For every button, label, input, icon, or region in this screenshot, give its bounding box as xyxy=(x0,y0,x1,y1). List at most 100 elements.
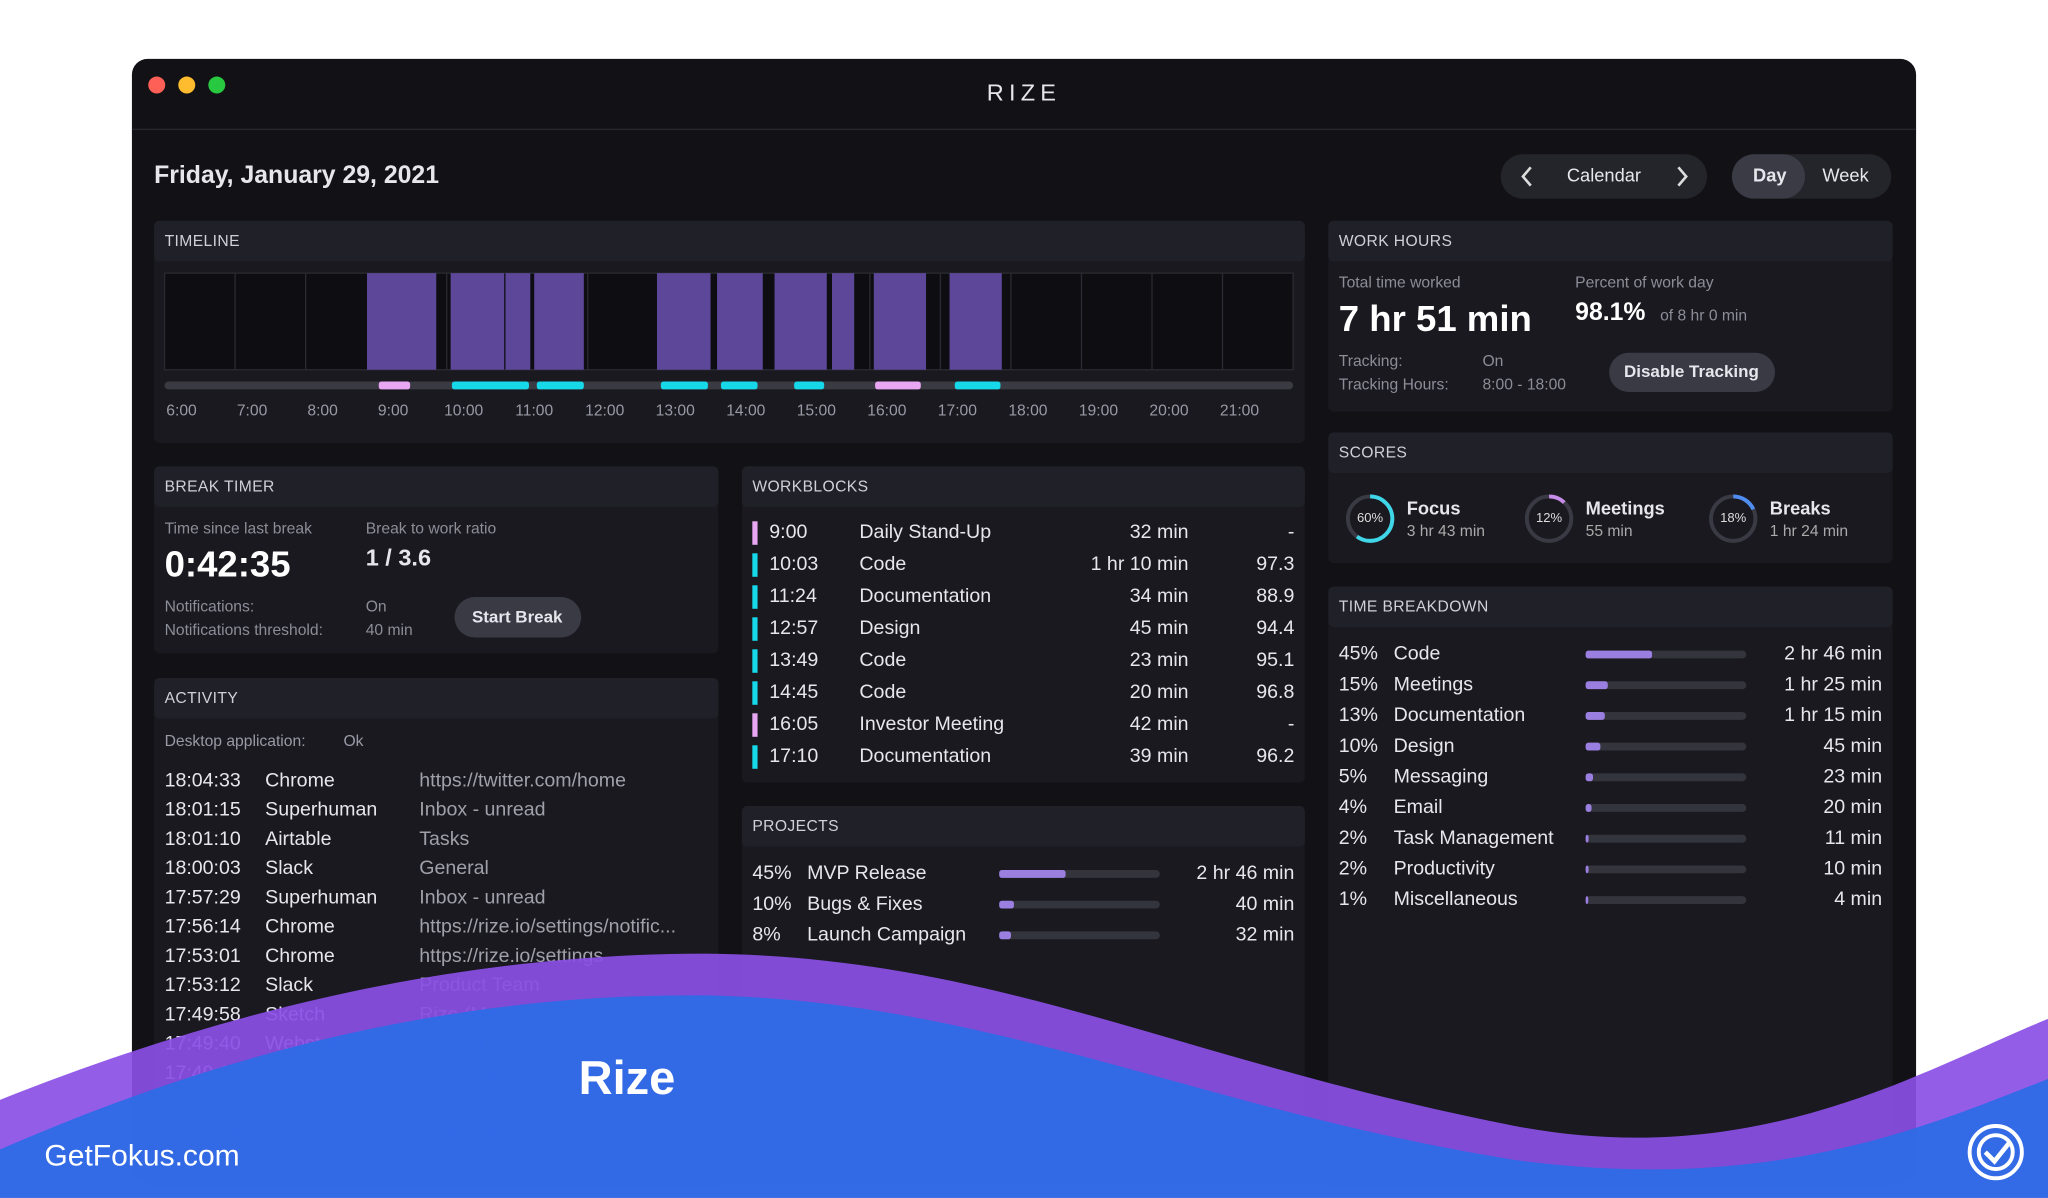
workblock-marker xyxy=(752,649,758,673)
activity-time: 18:01:10 xyxy=(165,828,241,850)
since-label: Time since last break xyxy=(165,520,313,537)
workblock-duration: 32 min xyxy=(1130,521,1189,543)
share-name: Bugs & Fixes xyxy=(807,893,923,915)
timeline-segment xyxy=(451,381,529,390)
start-break-button[interactable] xyxy=(454,597,582,638)
activity-title: ACTIVITY xyxy=(165,690,239,707)
timeline-hour: 10:00 xyxy=(444,403,483,420)
projects-title: PROJECTS xyxy=(752,818,839,835)
disable-tracking-button[interactable] xyxy=(1609,352,1776,392)
ratio-label: Break to work ratio xyxy=(366,520,497,537)
threshold-label: Notifications threshold: xyxy=(165,622,323,639)
timeline-header xyxy=(154,220,1305,262)
workblock-name: Documentation xyxy=(859,585,991,607)
activity-app: Superhuman xyxy=(265,799,377,821)
timeline-hour: 11:00 xyxy=(515,403,553,420)
share-track xyxy=(999,900,1160,909)
share-label: 1% xyxy=(1339,888,1367,910)
share-label: 4% xyxy=(1339,796,1367,818)
timeline-hour: 8:00 xyxy=(307,403,338,420)
activity-detail: Tasks xyxy=(419,828,469,850)
workblock-name: Investor Meeting xyxy=(859,713,1004,735)
calendar-nav xyxy=(1500,154,1708,199)
threshold-value: 40 min xyxy=(366,622,413,639)
workblock-score: 94.4 xyxy=(1256,617,1294,639)
zoom-button[interactable] xyxy=(208,76,226,94)
share-track xyxy=(1585,896,1747,904)
calendar-button[interactable]: Calendar xyxy=(1567,164,1641,185)
workblock-score: 95.1 xyxy=(1256,649,1294,671)
share-track xyxy=(1585,865,1747,874)
share-label: 10% xyxy=(752,893,791,915)
workblock-score: - xyxy=(1288,713,1295,735)
timeline-hour: 12:00 xyxy=(585,403,624,420)
workblock-time: 13:49 xyxy=(769,649,818,671)
timeline-hour: 21:00 xyxy=(1220,403,1259,420)
week-button[interactable]: Week xyxy=(1822,164,1869,185)
workblock-duration: 39 min xyxy=(1130,745,1189,767)
close-button[interactable] xyxy=(148,76,166,94)
prev-arrow[interactable] xyxy=(1521,166,1532,187)
timeline-hour: 7:00 xyxy=(237,403,268,420)
next-arrow[interactable] xyxy=(1677,166,1688,187)
app-name: RIZE xyxy=(987,79,1061,105)
day-button[interactable]: Day xyxy=(1753,164,1787,185)
timeline-block xyxy=(949,273,1002,370)
activity-app: Slack xyxy=(265,857,313,879)
since-value: 0:42:35 xyxy=(165,544,291,585)
percent-value: 98.1% xyxy=(1575,299,1645,326)
timeline-segment xyxy=(954,381,1001,390)
timeline-segment xyxy=(720,381,758,390)
activity-detail: Inbox - unread xyxy=(419,886,545,908)
share-label: 45% xyxy=(752,862,791,884)
share-track xyxy=(1585,742,1747,751)
share-name: Code xyxy=(1394,643,1441,665)
work-hours-title: WORK HOURS xyxy=(1339,233,1453,250)
share-name: Design xyxy=(1394,735,1455,757)
share-name: Meetings xyxy=(1394,673,1474,695)
workblock-duration: 45 min xyxy=(1130,617,1189,639)
day-selected xyxy=(1731,154,1806,199)
workblock-marker xyxy=(752,617,758,641)
timeline-hour: 17:00 xyxy=(938,403,977,420)
workblock-duration: 1 hr 10 min xyxy=(1091,553,1189,575)
tracking-hours-value: 8:00 - 18:00 xyxy=(1482,377,1566,394)
workblock-marker xyxy=(752,553,758,577)
activity-detail: https://rize.io/settings/notific... xyxy=(419,916,676,938)
share-bar xyxy=(1585,650,1653,659)
timeline-block xyxy=(450,273,505,370)
workblock-duration: 20 min xyxy=(1130,681,1189,703)
activity-time: 18:00:03 xyxy=(165,857,241,879)
workblock-name: Daily Stand-Up xyxy=(859,521,991,543)
share-label: 13% xyxy=(1339,704,1378,726)
total-value: 7 hr 51 min xyxy=(1339,298,1532,339)
workblocks-panel xyxy=(741,466,1305,783)
share-label: 45% xyxy=(1339,643,1378,665)
workblock-time: 16:05 xyxy=(769,713,818,735)
share-name: Messaging xyxy=(1394,765,1489,787)
share-track xyxy=(1585,711,1747,720)
share-duration: 40 min xyxy=(1236,893,1295,915)
share-label: 5% xyxy=(1339,765,1367,787)
timeline-block xyxy=(534,273,584,370)
minimize-button[interactable] xyxy=(178,76,196,94)
share-bar xyxy=(1585,896,1589,904)
share-label: 2% xyxy=(1339,858,1367,880)
share-label: 8% xyxy=(752,923,780,945)
timeline-block xyxy=(656,273,711,370)
workblock-marker xyxy=(752,585,758,609)
score-label: 12% xyxy=(1536,510,1563,525)
workblock-score: 96.8 xyxy=(1256,681,1294,703)
banner-site: GetFokus.com xyxy=(44,1139,239,1172)
percent-label: Percent of work day xyxy=(1575,275,1714,292)
share-bar xyxy=(999,931,1011,940)
status-label: Desktop application: xyxy=(165,733,306,750)
share-track xyxy=(1585,834,1747,843)
date: Friday, January 29, 2021 xyxy=(154,162,439,189)
score-time: 1 hr 24 min xyxy=(1770,523,1848,540)
timeline-block xyxy=(717,273,763,370)
workblock-name: Documentation xyxy=(859,745,991,767)
activity-header xyxy=(154,678,719,719)
activity-app: Chrome xyxy=(265,916,335,938)
share-bar xyxy=(999,900,1014,909)
